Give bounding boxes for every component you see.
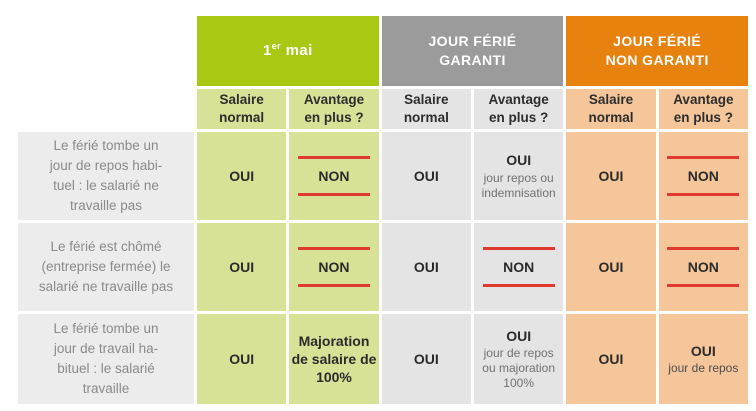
emphasis-line-top (482, 246, 555, 250)
cell-value: OUI (413, 350, 439, 367)
table-cell: NON (289, 132, 379, 220)
emphasis-line-bottom (297, 284, 370, 288)
row-label-jour-travail: Le férié tombe un jour de travail ha- bi… (18, 314, 194, 404)
table-cell: NON (474, 223, 564, 311)
cell-value: Majoration de salaire de 100% (291, 332, 377, 386)
cell-value: OUI (413, 258, 439, 275)
cell-value: OUI (598, 350, 624, 367)
cell-value: OUI (598, 258, 624, 275)
table-cell: NON (658, 223, 748, 311)
cell-value: NON (687, 258, 719, 275)
row-label-repos-habituel: Le férié tombe un jour de repos habi- tu… (18, 132, 194, 220)
cell-value: OUI (598, 167, 624, 184)
table-cell: NON (289, 223, 379, 311)
table-cell: OUI (381, 132, 471, 220)
subheader-mai-avantage: Avantage en plus ? (289, 89, 379, 129)
table-cell: OUI jour de repos ou majoration 100% (474, 314, 564, 404)
subheader-spacer (18, 89, 194, 129)
emphasis-line-bottom (667, 284, 740, 288)
cell-value: NON (503, 258, 535, 275)
subheader-mai-salaire-normal: Salaire normal (197, 89, 287, 129)
table-cell: OUI (197, 314, 287, 404)
group-header-jour-ferie-garanti: JOUR FÉRIÉ GARANTI (381, 16, 564, 86)
table-cell: OUI (197, 132, 287, 220)
row-label-ferie-chome: Le férié est chômé (entreprise fermée) l… (18, 223, 194, 311)
subheader-non-garanti-avantage: Avantage en plus ? (658, 89, 748, 129)
table-cell: OUI jour de repos (658, 314, 748, 404)
subheader-garanti-avantage: Avantage en plus ? (474, 89, 564, 129)
emphasis-line-top (667, 246, 740, 250)
cell-value: OUI (229, 167, 255, 184)
cell-value: OUI (506, 152, 532, 169)
table-cell: OUI (566, 132, 656, 220)
table-cell: Majoration de salaire de 100% (289, 314, 379, 404)
table-cell: OUI (381, 223, 471, 311)
emphasis-line-top (667, 155, 740, 159)
table-cell: OUI (566, 223, 656, 311)
emphasis-line-top (297, 155, 370, 159)
cell-value: NON (318, 167, 350, 184)
corner-spacer (18, 16, 194, 86)
emphasis-line-bottom (667, 193, 740, 197)
cell-subtext: jour repos ou indemnisation (481, 170, 556, 200)
table-cell: NON (658, 132, 748, 220)
group-header-1er-mai-label: 1er mai (262, 40, 313, 59)
cell-value: OUI (690, 342, 716, 359)
cell-value: OUI (229, 350, 255, 367)
emphasis-line-bottom (297, 193, 370, 197)
group-header-1er-mai: 1er mai (197, 16, 379, 86)
table-cell: OUI jour repos ou indemnisation (474, 132, 564, 220)
superscript-er: er (271, 40, 282, 51)
emphasis-line-bottom (482, 284, 555, 288)
table-cell: OUI (381, 314, 471, 404)
cell-value: OUI (413, 167, 439, 184)
group-header-jour-ferie-non-garanti: JOUR FÉRIÉ NON GARANTI (566, 16, 748, 86)
cell-value: OUI (229, 258, 255, 275)
cell-value: NON (687, 167, 719, 184)
emphasis-line-top (297, 246, 370, 250)
subheader-garanti-salaire-normal: Salaire normal (381, 89, 471, 129)
cell-subtext: jour de repos (668, 361, 739, 376)
cell-subtext: jour de repos ou majoration 100% (482, 346, 556, 391)
subheader-non-garanti-salaire-normal: Salaire normal (566, 89, 656, 129)
table-cell: OUI (566, 314, 656, 404)
table-cell: OUI (197, 223, 287, 311)
cell-value: OUI (506, 327, 532, 344)
cell-value: NON (318, 258, 350, 275)
